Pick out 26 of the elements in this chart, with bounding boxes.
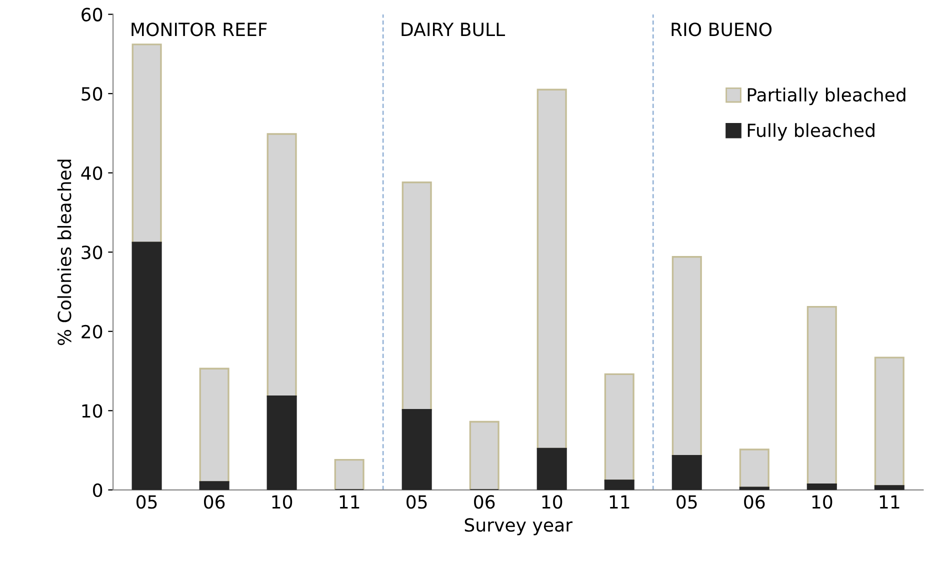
- annotation: MONITOR REEF: [132, 22, 267, 36]
- x-tick-label: 05: [676, 495, 697, 509]
- x-tick-label: 10: [272, 495, 292, 509]
- x-tick-label: 10: [812, 495, 832, 509]
- x-tick-label: 06: [204, 495, 225, 509]
- legend-label: Fully bleached: [748, 123, 874, 141]
- x-tick-label: 10: [542, 495, 562, 509]
- x-axis-title: Survey year: [464, 518, 573, 536]
- y-axis-title: % Colonies bleached: [57, 160, 72, 346]
- y-tick-label: 60: [82, 8, 102, 22]
- y-tick-label: 50: [82, 87, 102, 101]
- x-tick-label: 11: [340, 495, 360, 508]
- legend-label: Partially bleached: [748, 88, 906, 106]
- x-tick-label: 05: [406, 495, 427, 509]
- y-tick-label: 10: [82, 404, 102, 418]
- x-tick-label: 11: [880, 495, 900, 508]
- y-tick-label: 20: [82, 324, 102, 338]
- x-tick-label: 06: [474, 495, 495, 509]
- y-tick-label: 40: [81, 166, 102, 180]
- annotation: DAIRY BULL: [402, 22, 506, 36]
- x-tick-label: 06: [744, 495, 765, 509]
- y-tick-label: 30: [82, 246, 102, 260]
- x-tick-label: 11: [610, 495, 630, 508]
- annotation: RIO BUENO: [672, 22, 772, 36]
- y-tick-label: 0: [93, 483, 102, 498]
- x-tick-label: 05: [136, 495, 157, 509]
